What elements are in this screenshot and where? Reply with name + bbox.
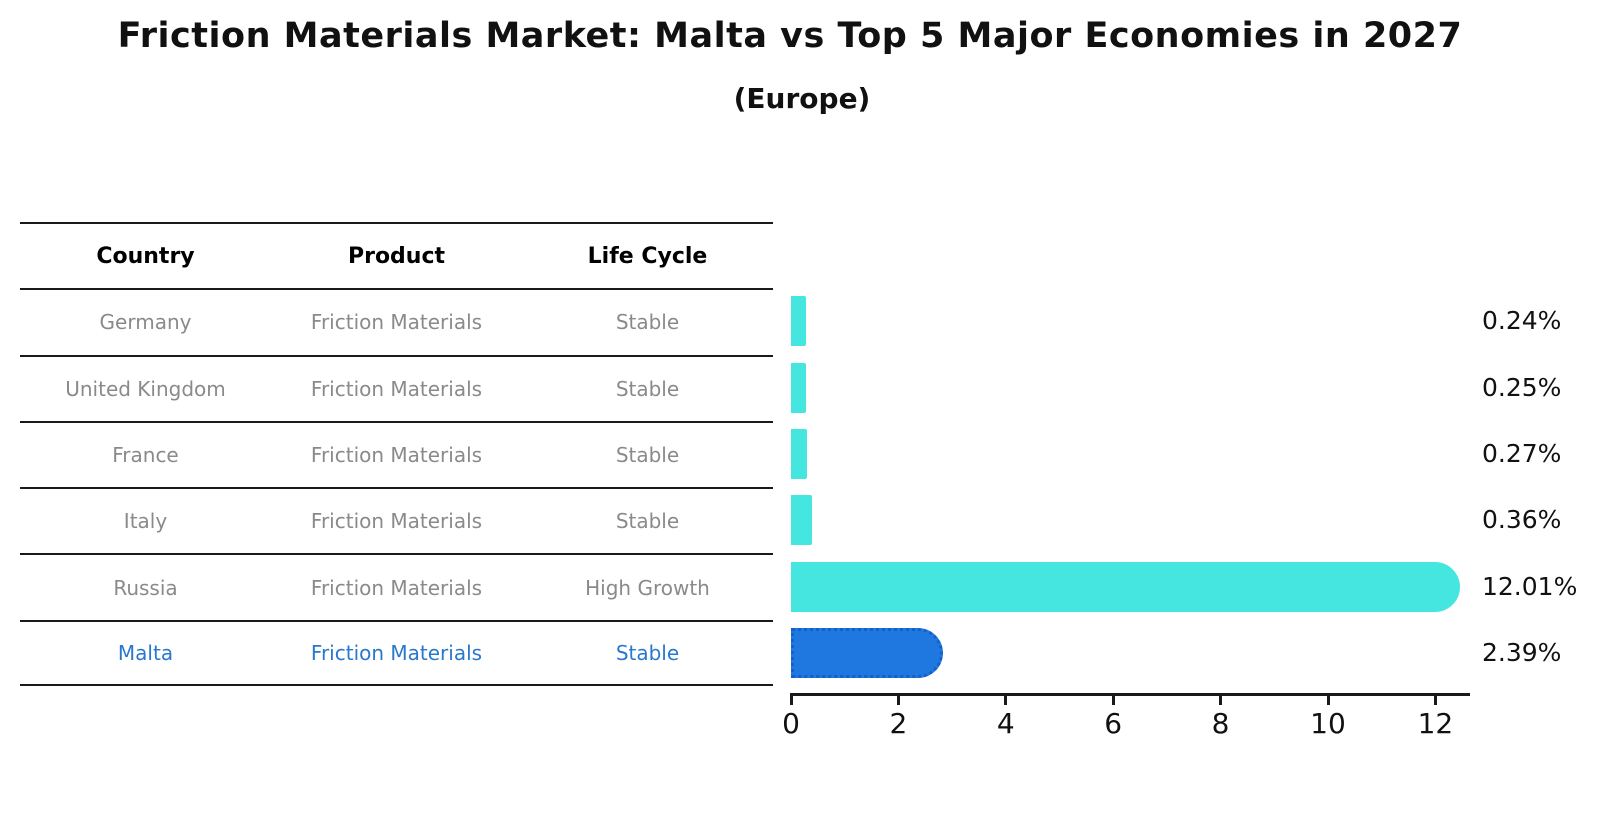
cell-life-cycle: Stable [615, 376, 680, 401]
x-axis-tick-label: 4 [996, 707, 1015, 740]
table-header-country: Country [96, 243, 195, 269]
cell-life-cycle: Stable [615, 640, 680, 665]
table-row-italy: Italy Friction Materials Stable [20, 487, 773, 553]
cell-product: Friction Materials [310, 640, 483, 665]
value-label-germany: 0.24% [1482, 306, 1562, 336]
x-axis-tick [1326, 693, 1330, 705]
cell-life-cycle: Stable [615, 310, 680, 335]
cell-product: Friction Materials [310, 443, 483, 468]
cell-life-cycle: Stable [615, 509, 680, 534]
chart-subtitle: (Europe) [733, 82, 871, 115]
cell-country: United Kingdom [65, 376, 226, 401]
x-axis-tick-label: 6 [1104, 707, 1123, 740]
cell-life-cycle: High Growth [585, 575, 710, 600]
table-header-life-cycle: Life Cycle [587, 243, 708, 269]
table-row-france: France Friction Materials Stable [20, 420, 773, 487]
cell-country: France [112, 443, 179, 468]
bar-italy [791, 495, 813, 546]
chart-title: Friction Materials Market: Malta vs Top … [117, 16, 1463, 56]
table-header-product: Product [347, 243, 446, 269]
cell-country: Malta [117, 640, 174, 665]
x-axis-tick [789, 693, 793, 705]
cell-country: Germany [99, 310, 192, 335]
cell-country: Russia [113, 575, 178, 600]
x-axis-tick-label: 8 [1211, 707, 1230, 740]
cell-product: Friction Materials [310, 376, 483, 401]
x-axis-tick-label: 0 [782, 707, 800, 740]
bar-france [791, 428, 808, 479]
table-row-germany: Germany Friction Materials Stable [20, 288, 773, 354]
value-label-russia: 12.01% [1482, 571, 1578, 601]
cell-product: Friction Materials [310, 575, 483, 600]
cell-product: Friction Materials [310, 310, 483, 335]
cell-country: Italy [123, 509, 168, 534]
country-table: Country Product Life Cycle Germany Fricti… [20, 222, 773, 687]
value-label-italy: 0.36% [1482, 505, 1562, 535]
cell-product: Friction Materials [310, 509, 483, 534]
x-axis-tick [1004, 693, 1008, 705]
bar-malta [791, 627, 944, 678]
x-axis-tick [896, 693, 900, 705]
cell-life-cycle: Stable [615, 443, 680, 468]
value-label-france: 0.27% [1482, 438, 1562, 468]
table-row-russia: Russia Friction Materials High Growth [20, 553, 773, 619]
x-axis-tick [1111, 693, 1115, 705]
bar-russia [791, 561, 1460, 612]
x-axis-tick-label: 12 [1417, 707, 1454, 740]
x-axis-tick-label: 10 [1310, 707, 1346, 740]
x-axis-line [791, 693, 1470, 696]
table-row-united-kingdom: United Kingdom Friction Materials Stable [20, 354, 773, 421]
bar-germany [791, 296, 806, 347]
bar-united-kingdom [791, 362, 807, 413]
table-header-row: Country Product Life Cycle [20, 222, 773, 288]
x-axis-tick-label: 2 [889, 707, 908, 740]
x-axis-tick [1433, 693, 1437, 705]
x-axis-tick [1219, 693, 1223, 705]
table-row-malta: Malta Friction Materials Stable [20, 619, 773, 687]
value-label-united-kingdom: 0.25% [1482, 372, 1562, 402]
value-label-malta: 2.39% [1482, 637, 1562, 667]
